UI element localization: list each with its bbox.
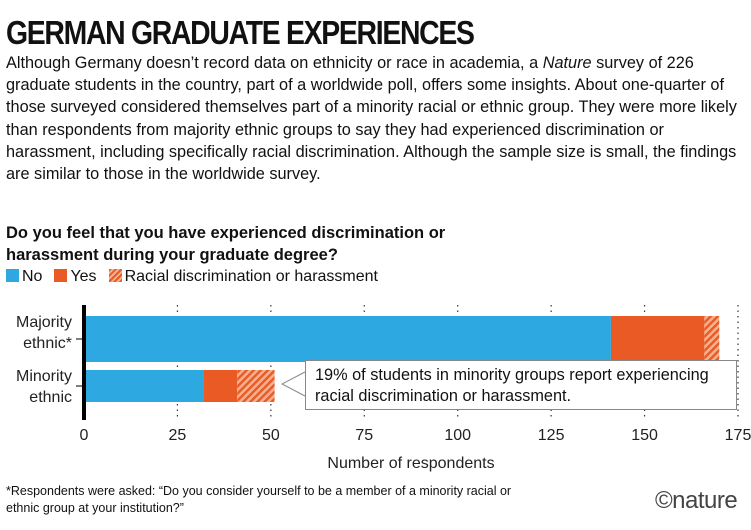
intro-part: survey of 226 graduate students in the c… xyxy=(6,54,737,184)
category-label: Majority xyxy=(16,314,72,331)
callout-pointer xyxy=(280,371,306,397)
page-title: GERMAN GRADUATE EXPERIENCES xyxy=(6,14,475,51)
bar-no-1 xyxy=(84,370,204,402)
x-tick-label: 150 xyxy=(631,427,658,444)
bar-racial-0 xyxy=(704,316,720,362)
category-label: Minority xyxy=(16,368,72,385)
intro-nature: Nature xyxy=(542,54,592,72)
nature-logo: ©nature xyxy=(655,487,738,514)
x-tick-label: 100 xyxy=(444,427,471,444)
x-tick-label: 75 xyxy=(355,427,373,444)
x-tick-label: 50 xyxy=(262,427,280,444)
legend: No Yes Racial discrimination or harassme… xyxy=(6,268,378,286)
legend-label: No xyxy=(22,268,43,285)
legend-racial: Racial discrimination or harassment xyxy=(108,268,378,286)
x-tick-label: 125 xyxy=(538,427,565,444)
bar-yes-1 xyxy=(203,370,238,402)
bar-racial-1 xyxy=(237,370,275,402)
legend-no: No xyxy=(6,268,42,286)
x-tick-label: 0 xyxy=(80,427,89,444)
bar-no-0 xyxy=(84,316,611,362)
x-axis-label: Number of respondents xyxy=(327,455,494,472)
intro-part: Although Germany doesn’t record data on … xyxy=(6,54,543,72)
legend-yes: Yes xyxy=(54,268,97,286)
x-tick-label: 175 xyxy=(725,427,751,444)
legend-label: Racial discrimination or harassment xyxy=(124,268,378,285)
category-label: ethnic* xyxy=(23,335,72,352)
intro-text: Although Germany doesn’t record data on … xyxy=(6,52,746,185)
category-label: ethnic xyxy=(29,389,72,406)
annotation-callout: 19% of students in minority groups repor… xyxy=(305,360,737,410)
bar-yes-0 xyxy=(610,316,705,362)
legend-label: Yes xyxy=(70,268,97,285)
x-tick-label: 25 xyxy=(169,427,187,444)
chart-title: Do you feel that you have experienced di… xyxy=(6,224,446,264)
footnote: *Respondents were asked: “Do you conside… xyxy=(6,484,512,515)
